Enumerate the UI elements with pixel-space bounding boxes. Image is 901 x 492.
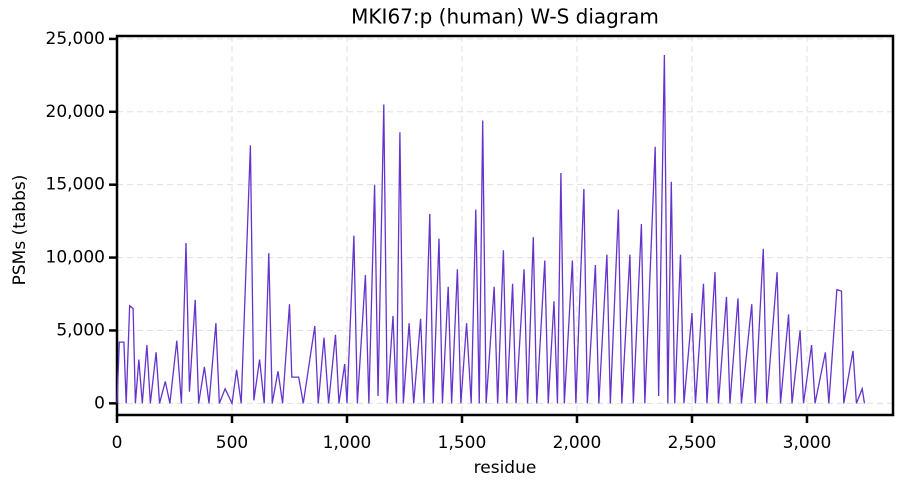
y-tick-label: 25,000 (46, 29, 105, 49)
x-axis-label: residue (474, 458, 537, 478)
y-axis-label: PSMs (tabbs) (10, 175, 30, 286)
x-tick-label: 3,000 (783, 433, 832, 453)
x-tick-label: 1,500 (438, 433, 487, 453)
y-tick-label: 10,000 (46, 248, 105, 268)
y-tick-label: 5,000 (56, 320, 105, 340)
y-tick-label: 15,000 (46, 175, 105, 195)
y-tick-label: 20,000 (46, 102, 105, 122)
x-tick-label: 500 (216, 433, 248, 453)
x-tick-label: 2,000 (553, 433, 602, 453)
x-tick-label: 2,500 (668, 433, 717, 453)
plot-frame (115, 34, 895, 417)
chart-title: MKI67:p (human) W-S diagram (351, 5, 659, 29)
x-tick-label: 0 (112, 433, 123, 453)
x-tick-label: 1,000 (323, 433, 372, 453)
data-line (116, 54, 866, 406)
y-tick-label: 0 (94, 393, 105, 413)
